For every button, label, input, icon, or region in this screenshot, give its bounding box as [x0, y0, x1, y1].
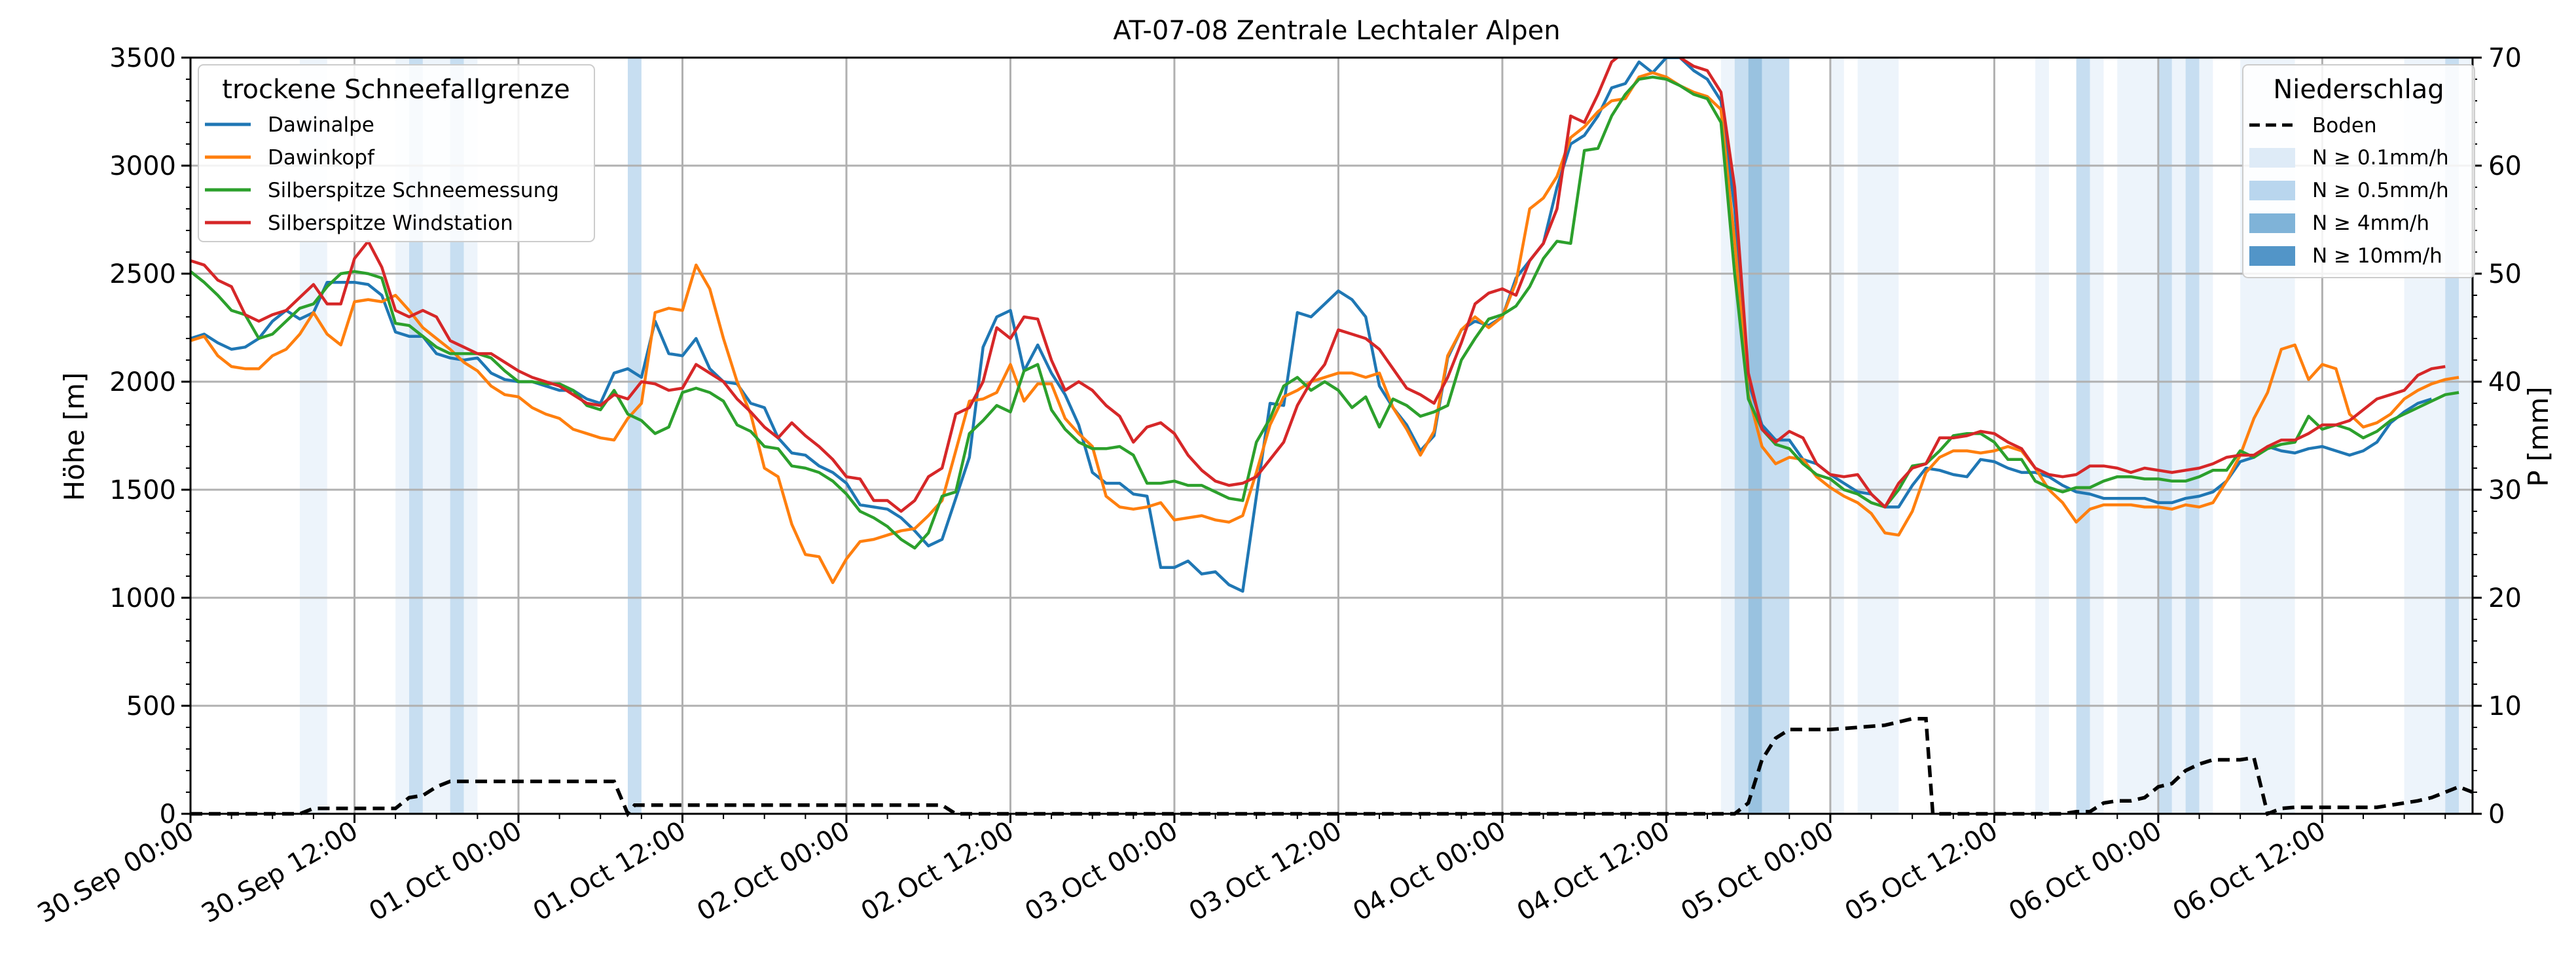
- legend-precip-swatch-1: [2249, 181, 2295, 200]
- series-line-3: [190, 58, 2446, 513]
- legend-left: trockene Schneefallgrenze DawinalpeDawin…: [198, 64, 595, 242]
- legend-precip-swatch-2: [2249, 213, 2295, 233]
- precip-band-13: [2035, 58, 2049, 814]
- precip-band-1: [395, 58, 409, 814]
- precip-band-12: [1857, 58, 1899, 814]
- legend-left-frame: [198, 64, 595, 242]
- legend-left-entries: Dawinalpe Dawinkopf Silberspitze Schneemes…: [205, 113, 559, 235]
- precip-band-20: [2199, 58, 2213, 814]
- precip-band-17: [2158, 58, 2172, 814]
- right-tick-label-7: 70: [2488, 43, 2522, 73]
- precip-band-8: [1734, 58, 1749, 814]
- legend-right-entries: N ≥ 0.1mm/h N ≥ 0.5mm/h N ≥ 4mm/h N ≥ 10mm/…: [2249, 146, 2449, 268]
- precip-band-19: [2185, 58, 2200, 814]
- chart-title: AT-07-08 Zentrale Lechtaler Alpen: [1113, 16, 1560, 46]
- precip-band-4: [450, 58, 464, 814]
- left-tick-label-3: 1500: [109, 475, 176, 505]
- right-tick-label-3: 30: [2488, 475, 2522, 505]
- legend-label-0: Dawinalpe: [268, 113, 374, 137]
- plot-frame: [189, 56, 2474, 815]
- precip-band-14: [2076, 58, 2090, 814]
- axes: [189, 56, 2474, 815]
- legend-left-title: trockene Schneefallgrenze: [222, 75, 570, 105]
- legend-right: Niederschlag Boden N ≥ 0.1mm/h N ≥ 0.5mm/…: [2242, 64, 2475, 278]
- ground-line: [190, 717, 2474, 818]
- legend-right-frame: [2242, 64, 2475, 278]
- series-lines: [190, 58, 2459, 593]
- right-axis-ticks: 0 10 20 30 40 50 60 70: [2473, 43, 2522, 830]
- y-axis-title: Höhe [m]: [58, 373, 90, 502]
- legend-precip-label-1: N ≥ 0.5mm/h: [2312, 179, 2449, 202]
- left-tick-label-1: 500: [126, 691, 176, 721]
- precip-band-15: [2090, 58, 2104, 814]
- precip-band-9: [1748, 58, 1762, 814]
- left-tick-label-4: 2000: [109, 367, 176, 397]
- legend-precip-swatch-0: [2249, 148, 2295, 168]
- left-tick-label-5: 2500: [109, 259, 176, 289]
- legend-precip-label-0: N ≥ 0.1mm/h: [2312, 146, 2449, 170]
- right-tick-label-6: 60: [2488, 151, 2522, 181]
- legend-label-1: Dawinkopf: [268, 146, 375, 170]
- left-axis-ticks: 0 500 1000 1500 2000 2500 3000 3500: [109, 43, 190, 830]
- precip-band-18: [2171, 58, 2186, 814]
- precip-band-16: [2117, 58, 2158, 814]
- legend-precip-label-3: N ≥ 10mm/h: [2312, 244, 2442, 268]
- y2-axis-title: P [mm]: [2522, 386, 2554, 486]
- legend-label-3: Silberspitze Windstation: [268, 211, 513, 235]
- precip-band-11: [1830, 58, 1844, 814]
- right-tick-label-4: 40: [2488, 367, 2522, 397]
- ground-series: [190, 717, 2474, 818]
- legend-precip-label-2: N ≥ 4mm/h: [2312, 211, 2429, 235]
- right-tick-label-1: 10: [2488, 691, 2522, 721]
- right-tick-label-5: 50: [2488, 259, 2522, 289]
- legend-label-2: Silberspitze Schneemessung: [268, 179, 559, 202]
- left-tick-label-6: 3000: [109, 151, 176, 181]
- series-line-1: [190, 71, 2459, 585]
- precip-band-5: [463, 58, 478, 814]
- legend-precip-swatch-3: [2249, 246, 2295, 266]
- precip-band-2: [408, 58, 423, 814]
- left-tick-label-2: 1000: [109, 583, 176, 613]
- precip-band-6: [627, 58, 642, 814]
- series-line-2: [190, 75, 2459, 550]
- right-tick-label-2: 20: [2488, 583, 2522, 613]
- legend-right-title: Niederschlag: [2273, 75, 2444, 105]
- right-tick-label-0: 0: [2488, 799, 2505, 830]
- legend-ground-label: Boden: [2312, 114, 2377, 137]
- left-tick-label-7: 3500: [109, 43, 176, 73]
- left-tick-label-0: 0: [160, 799, 176, 830]
